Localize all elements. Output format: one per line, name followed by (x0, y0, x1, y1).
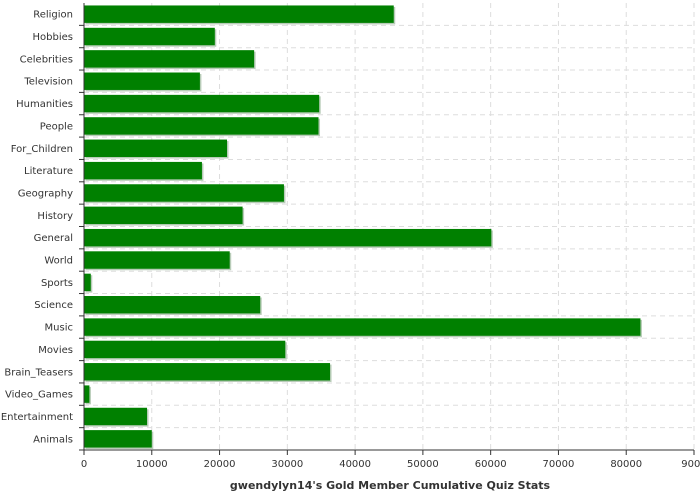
category-label: Brain_Teasers (4, 367, 73, 378)
bar-hobbies (84, 27, 215, 46)
category-labels: Religion Hobbies Celebrities Television Huma… (1, 10, 73, 446)
bar-people (84, 117, 319, 135)
bar-world (84, 251, 230, 269)
axes (79, 3, 695, 455)
bar-video-games (84, 385, 90, 403)
x-tick-label: 50000 (407, 459, 439, 470)
bar-brain-teasers (84, 363, 331, 381)
category-label: Humanities (16, 99, 73, 110)
bar-entertainment (84, 407, 148, 426)
bar-television (84, 72, 200, 90)
category-label: Movies (38, 345, 73, 356)
bar-celebrities (84, 50, 255, 68)
x-tick-labels: 0 10000 20000 30000 40000 50000 60000 70000 8000… (81, 459, 700, 470)
category-label: General (34, 233, 73, 244)
category-label: Animals (33, 434, 73, 445)
x-tick-label: 9000 (681, 459, 700, 470)
category-label: Science (34, 300, 73, 311)
x-tick-label: 70000 (543, 459, 575, 470)
bar-general (84, 228, 492, 247)
bar-science (84, 296, 261, 314)
category-label: For_Children (11, 144, 73, 155)
bar-religion (84, 5, 394, 23)
bars (84, 5, 642, 450)
category-label: Television (23, 77, 73, 88)
grid-lines (84, 3, 695, 450)
bar-literature (84, 161, 202, 180)
category-label: History (37, 211, 73, 222)
x-tick-label: 20000 (204, 459, 236, 470)
category-label: Literature (24, 166, 73, 177)
category-label: Video_Games (5, 390, 73, 401)
bar-music (84, 318, 641, 336)
category-label: Entertainment (1, 412, 73, 423)
x-tick-label: 60000 (475, 459, 507, 470)
bar-animals (84, 430, 152, 448)
category-label: Celebrities (20, 54, 73, 65)
x-axis-title: gwendylyn14's Gold Member Cumulative Qui… (230, 479, 551, 492)
bar-for-children (84, 139, 228, 157)
category-label: Music (45, 323, 73, 334)
category-label: World (44, 256, 73, 267)
bar-movies (84, 340, 286, 359)
category-label: Religion (33, 10, 73, 21)
x-tick-label: 30000 (271, 459, 303, 470)
bar-geography (84, 184, 284, 202)
x-tick-label: 0 (81, 459, 87, 470)
category-label: Hobbies (33, 32, 73, 43)
bar-history (84, 206, 243, 225)
category-label: People (40, 121, 73, 132)
x-tick-label: 10000 (136, 459, 168, 470)
category-label: Sports (41, 278, 73, 289)
x-tick-label: 40000 (339, 459, 371, 470)
x-tick-label: 80000 (610, 459, 642, 470)
bar-humanities (84, 94, 320, 113)
bar-sports (84, 273, 91, 292)
category-label: Geography (18, 188, 73, 199)
